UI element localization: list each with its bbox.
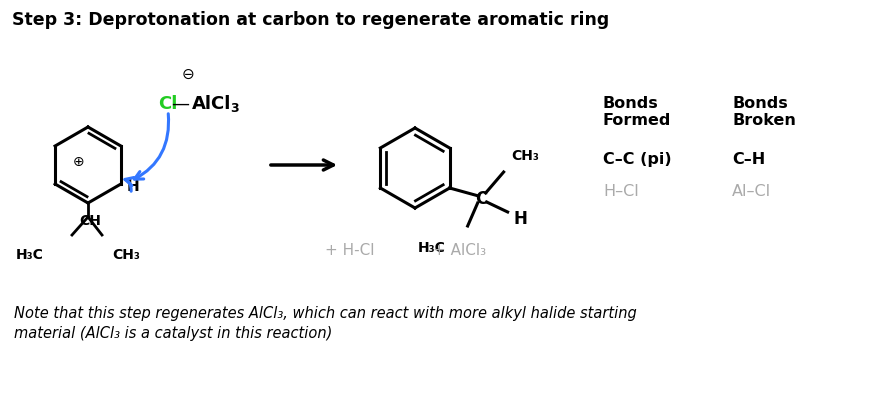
Text: H: H: [514, 209, 527, 228]
Text: ⊕: ⊕: [73, 155, 84, 168]
Text: —: —: [171, 95, 189, 113]
Text: AlCl: AlCl: [192, 95, 231, 113]
Text: H: H: [127, 179, 140, 194]
Text: ⊖: ⊖: [181, 67, 194, 82]
Text: Step 3: Deprotonation at carbon to regenerate aromatic ring: Step 3: Deprotonation at carbon to regen…: [12, 11, 609, 29]
Text: C–C (pi): C–C (pi): [603, 151, 671, 166]
Text: CH: CH: [79, 213, 101, 228]
Text: CH₃: CH₃: [112, 247, 140, 261]
Text: H–Cl: H–Cl: [603, 183, 639, 198]
Text: H₃C: H₃C: [16, 247, 44, 261]
Text: Bonds
Broken: Bonds Broken: [732, 96, 796, 128]
Text: Al–Cl: Al–Cl: [732, 183, 771, 198]
Text: C–H: C–H: [732, 151, 766, 166]
Text: C: C: [475, 190, 488, 207]
Text: + AlCl₃: + AlCl₃: [434, 243, 487, 258]
Text: Note that this step regenerates AlCl₃, which can react with more alkyl halide st: Note that this step regenerates AlCl₃, w…: [14, 305, 637, 320]
Text: material (AlCl₃ is a catalyst in this reaction): material (AlCl₃ is a catalyst in this re…: [14, 325, 333, 340]
Text: + H-Cl: + H-Cl: [326, 243, 375, 258]
Text: 3: 3: [230, 101, 238, 114]
Text: H₃C: H₃C: [418, 241, 445, 254]
Text: CH₃: CH₃: [511, 149, 539, 162]
Text: Cl: Cl: [158, 95, 178, 113]
Text: Bonds
Formed: Bonds Formed: [603, 96, 671, 128]
